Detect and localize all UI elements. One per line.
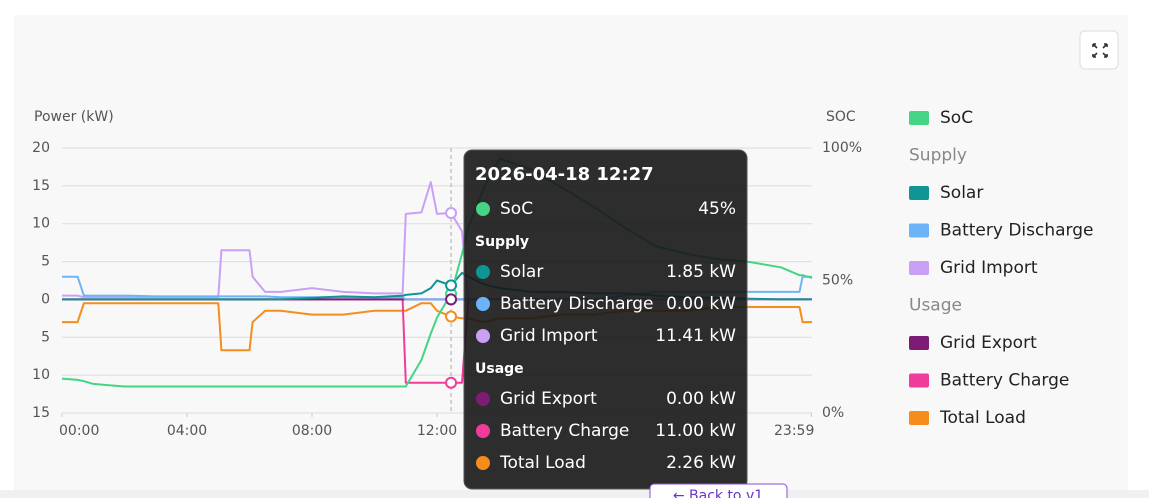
fullscreen-button[interactable] (1079, 30, 1119, 70)
tooltip-name: Battery Charge (500, 421, 629, 441)
tooltip-dot (476, 392, 490, 406)
legend-swatch (909, 261, 929, 275)
legend-group: Supply (909, 146, 967, 166)
hover-point (445, 279, 458, 292)
tooltip-name: Battery Discharge (500, 294, 653, 314)
y-tick-label: 20 (32, 140, 50, 156)
legend-label: SoC (940, 108, 973, 128)
tooltip-value: 0.00 kW (666, 389, 736, 409)
legend-swatch (909, 373, 929, 388)
legend-swatch (909, 411, 929, 425)
legend-label: Grid Export (940, 333, 1037, 353)
legend-label: Grid Import (940, 258, 1038, 278)
y-tick-label: 5 (41, 329, 50, 345)
tooltip-group: Supply (475, 234, 529, 250)
tooltip-box (463, 149, 748, 490)
tooltip-name: Solar (500, 262, 543, 282)
tooltip-name: Total Load (499, 453, 586, 473)
y-tick-label: 5 (41, 254, 50, 270)
hover-point (445, 293, 458, 306)
legend-label: Solar (940, 183, 983, 203)
x-tick-label: 23:59 (774, 423, 814, 439)
back-button-label: ← Back to v1 (673, 488, 763, 498)
tooltip-value: 2.26 kW (666, 453, 736, 473)
legend-swatch (909, 186, 929, 200)
hover-point (445, 207, 458, 220)
y-tick-label: 15 (32, 178, 50, 194)
legend-group: Usage (909, 296, 962, 316)
tooltip-dot (476, 424, 490, 438)
x-tick-label: 12:00 (417, 423, 457, 439)
y2-tick-label: 100% (822, 140, 862, 156)
tooltip-name: Grid Export (500, 389, 597, 409)
tooltip-value: 11.41 kW (655, 326, 736, 346)
tooltip-value: 11.00 kW (655, 421, 736, 441)
legend-label: Battery Charge (940, 371, 1069, 391)
tooltip-name: Grid Import (500, 326, 598, 346)
legend-swatch (909, 336, 929, 350)
tooltip-dot (476, 297, 490, 311)
y-tick-label: 10 (32, 367, 50, 383)
y2-axis-label: SOC (826, 109, 856, 125)
tooltip-group: Usage (475, 361, 524, 377)
legend-swatch (909, 223, 929, 238)
x-tick-label: 08:00 (292, 423, 332, 439)
legend-label: Battery Discharge (940, 221, 1093, 241)
tooltip-name: SoC (500, 199, 533, 219)
y-tick-label: 0 (41, 291, 50, 307)
y-tick-label: 10 (32, 216, 50, 232)
tooltip-value: 0.00 kW (666, 294, 736, 314)
y-tick-label: 15 (32, 405, 50, 421)
hover-point (445, 376, 458, 389)
y-axis-label: Power (kW) (34, 109, 114, 125)
y2-tick-label: 50% (822, 273, 853, 289)
hover-point (445, 310, 458, 323)
page-bottom (0, 490, 1149, 498)
x-tick-label: 04:00 (167, 423, 207, 439)
legend-label: Total Load (939, 408, 1026, 428)
back-button[interactable]: ← Back to v1 (649, 483, 788, 498)
tooltip-dot (476, 265, 490, 279)
tooltip-dot (476, 456, 490, 470)
tooltip-dot (476, 202, 490, 216)
tooltip-value: 45% (698, 199, 736, 219)
tooltip-dot (476, 329, 490, 343)
tooltip-value: 1.85 kW (666, 262, 736, 282)
tooltip-title: 2026-04-18 12:27 (475, 164, 654, 185)
legend-swatch (909, 111, 929, 125)
x-tick-label: 00:00 (59, 423, 99, 439)
y2-tick-label: 0% (822, 405, 844, 421)
